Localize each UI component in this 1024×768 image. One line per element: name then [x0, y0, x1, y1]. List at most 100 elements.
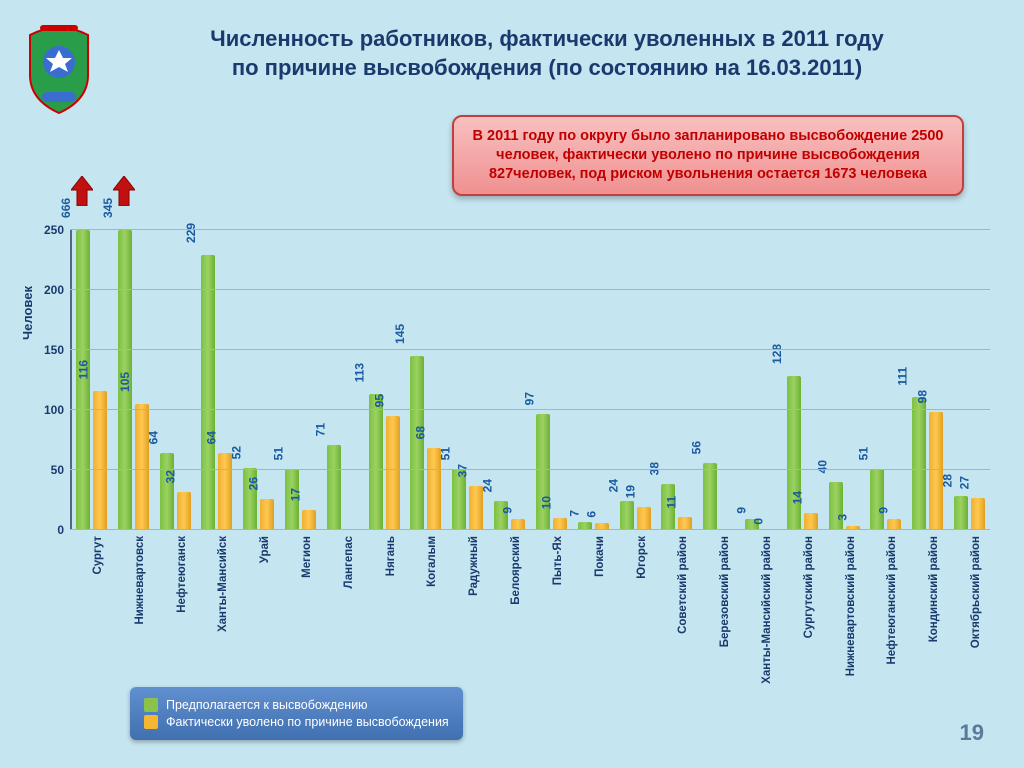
- category-label: Когалым: [426, 536, 438, 587]
- bar-value-label: 11: [665, 496, 679, 509]
- grid-line: [70, 229, 990, 230]
- legend-item-actual: Фактически уволено по причине высвобожде…: [144, 715, 449, 729]
- bar-value-label: 3: [835, 514, 849, 521]
- bar-value-label: 14: [790, 491, 804, 504]
- category-label: Мегион: [301, 536, 313, 578]
- bar-actual: 68: [427, 448, 441, 530]
- bar-actual: 27: [971, 498, 985, 530]
- bar-value-label: 95: [372, 394, 386, 407]
- info-box: В 2011 году по округу было запланировано…: [452, 115, 964, 196]
- bar-value-label: 27: [957, 476, 971, 489]
- bar-value-label: 7: [567, 510, 581, 517]
- bar-value-label: 51: [439, 447, 453, 460]
- bar-value-label: 64: [205, 431, 219, 444]
- bar-value-label: 24: [480, 479, 494, 492]
- category-label: Ханты-Мансийск: [217, 536, 229, 632]
- legend-swatch-green: [144, 698, 158, 712]
- bars-container: 666116Сургут345105Нижневартовск6432Нефте…: [70, 230, 990, 530]
- bar-value-label: 37: [456, 464, 470, 477]
- bar-actual: 98: [929, 412, 943, 530]
- grid-line: [70, 289, 990, 290]
- bar-value-label: 10: [539, 496, 553, 509]
- category-label: Пыть-Ях: [552, 536, 564, 585]
- bar-planned: 111: [912, 397, 926, 530]
- bar-planned: 229: [201, 255, 215, 530]
- bar-value-label: 116: [76, 360, 90, 379]
- y-axis-label: Человек: [20, 286, 35, 340]
- bar-planned: 71: [327, 445, 341, 530]
- bar-value-label: 32: [163, 470, 177, 483]
- bar-value-label: 28: [940, 474, 954, 487]
- category-label: Нягань: [385, 536, 397, 576]
- category-label: Радужный: [468, 536, 480, 596]
- bar-value-label: 9: [735, 507, 749, 514]
- y-tick: 200: [44, 283, 64, 297]
- category-label: Ханты-Мансийский район: [761, 536, 773, 684]
- category-label: Покачи: [594, 536, 606, 577]
- bar-actual: 17: [302, 510, 316, 530]
- overflow-arrow-icon: [71, 176, 93, 206]
- page-title: Численность работников, фактически уволе…: [150, 25, 944, 82]
- bar-actual: 32: [177, 492, 191, 530]
- bar-value-label: 97: [522, 392, 536, 405]
- bar-planned: 51: [870, 469, 884, 530]
- bar-value-label: 113: [352, 363, 366, 382]
- bar-planned: 97: [536, 414, 550, 530]
- bar-value-label: 128: [770, 344, 784, 364]
- legend-label-planned: Предполагается к высвобождению: [166, 698, 368, 712]
- bar-actual: 64: [218, 453, 232, 530]
- title-line-1: Численность работников, фактически уволе…: [210, 26, 884, 51]
- bar-actual: 14: [804, 513, 818, 530]
- bar-planned: 145: [410, 356, 424, 530]
- overflow-arrow-icon: [113, 176, 135, 206]
- category-label: Нижневартовск: [134, 536, 146, 625]
- grid-line: [70, 349, 990, 350]
- bar-planned: 56: [703, 463, 717, 530]
- bar-value-label: 68: [414, 426, 428, 439]
- bar-value-label: 229: [184, 223, 198, 243]
- page-number: 19: [960, 720, 984, 746]
- bar-value-label: 6: [584, 511, 598, 518]
- bar-value-label: 9: [877, 507, 891, 514]
- bar-actual: 116: [93, 391, 107, 530]
- bar-chart: 666116Сургут345105Нижневартовск6432Нефте…: [70, 230, 990, 530]
- category-label: Югорск: [636, 536, 648, 579]
- category-label: Нижневартовский район: [845, 536, 857, 676]
- title-line-2: по причине высвобождения (по состоянию н…: [232, 55, 862, 80]
- category-label: Кондинский район: [928, 536, 940, 642]
- legend-swatch-yellow: [144, 715, 158, 729]
- legend-label-actual: Фактически уволено по причине высвобожде…: [166, 715, 449, 729]
- y-tick: 100: [44, 403, 64, 417]
- bar-planned: 40: [829, 482, 843, 530]
- bar-value-label: 51: [857, 447, 871, 460]
- bar-actual: 26: [260, 499, 274, 530]
- category-label: Урай: [259, 536, 271, 563]
- bar-value-label: 71: [313, 423, 327, 436]
- category-label: Октябрьский район: [970, 536, 982, 648]
- bar-value-label: 56: [689, 441, 703, 454]
- bar-planned: 666: [76, 230, 90, 530]
- category-label: Нефтеюганск: [176, 536, 188, 613]
- bar-actual: 105: [135, 404, 149, 530]
- bar-value-label: 0: [752, 518, 766, 525]
- category-label: Березовский район: [719, 536, 731, 647]
- bar-value-label: 111: [896, 367, 910, 386]
- bar-planned: 24: [620, 501, 634, 530]
- grid-line: [70, 409, 990, 410]
- legend: Предполагается к высвобождению Фактическ…: [130, 687, 463, 740]
- category-label: Советский район: [677, 536, 689, 634]
- grid-line: [70, 469, 990, 470]
- category-label: Белоярский: [510, 536, 522, 605]
- bar-value-label: 105: [118, 372, 132, 392]
- bar-actual: 95: [386, 416, 400, 530]
- category-label: Лангепас: [343, 536, 355, 589]
- bar-value-label: 17: [288, 488, 302, 501]
- category-label: Сургут: [92, 536, 104, 575]
- bar-actual: 19: [637, 507, 651, 530]
- category-label: Нефтеюганский район: [886, 536, 898, 665]
- bar-planned: 28: [954, 496, 968, 530]
- bar-planned: 64: [160, 453, 174, 530]
- y-tick: 0: [57, 523, 64, 537]
- y-tick: 150: [44, 343, 64, 357]
- y-tick: 50: [51, 463, 64, 477]
